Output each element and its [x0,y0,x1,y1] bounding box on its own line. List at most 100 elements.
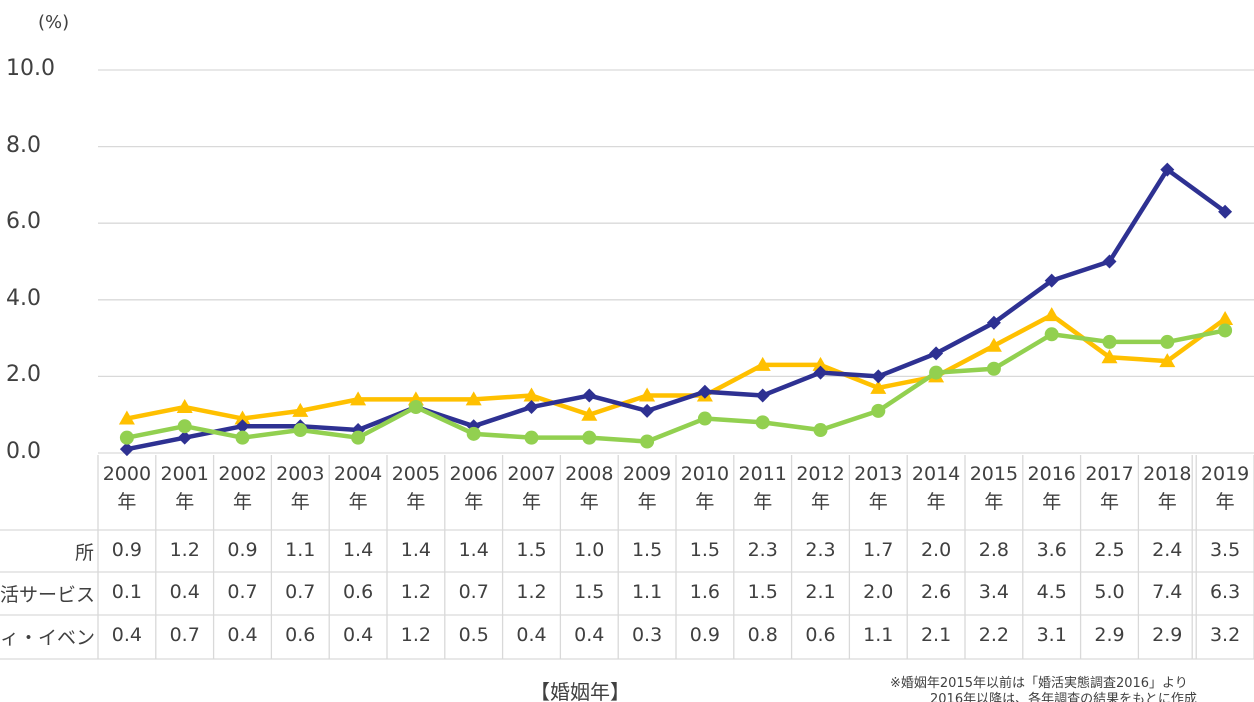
table-value: 0.9 [227,539,258,561]
table-value: 3.5 [1209,539,1241,561]
table-value: 0.9 [111,539,142,561]
table-value: 1.5 [689,539,720,561]
table-value: 2.3 [805,539,836,561]
marker [176,399,193,414]
marker [986,361,1001,376]
table-value: 2.1 [920,624,952,646]
series-line [126,167,1227,452]
x-tick-label: 2000年 [102,463,152,513]
marker [1043,307,1060,322]
table-value: 1.2 [169,539,200,561]
marker [119,430,134,445]
table-value: 0.3 [631,624,663,646]
marker [986,315,1001,330]
marker [235,430,250,445]
note: ※婚姻年2015年以前は「婚活実態調査2016」より [890,676,1188,691]
y-tick-label: 4.0 [6,285,41,311]
x-tick-label: 2016年 [1027,463,1076,513]
marker [1217,310,1234,325]
marker [871,369,886,384]
x-tick-label: 2009年 [622,463,672,513]
table-value: 3.4 [978,581,1009,603]
table-value: 0.6 [342,581,374,603]
x-tick-label: 2005年 [391,463,441,513]
marker [1102,334,1117,349]
table-value: 2.4 [1152,539,1183,561]
marker [1160,334,1175,349]
marker [1101,349,1118,364]
y-tick-label: 2.0 [6,362,41,388]
marker [813,365,828,380]
table-value: 2.0 [920,539,952,561]
y-tick-label: 10.0 [6,56,55,81]
table-value: 3.2 [1209,624,1241,646]
marker [581,406,598,421]
x-tick-label: 2015年 [969,463,1019,513]
marker [697,411,712,426]
x-tick-label: 2013年 [854,463,903,513]
marker [870,379,887,394]
x-tick-label: 2008年 [565,463,614,513]
legend-label: ィ・イベント [0,627,94,649]
table-value: 0.7 [458,581,489,603]
marker [177,430,192,445]
marker [118,410,135,425]
marker [1218,323,1233,338]
table-value: 0.6 [285,624,316,646]
marker [813,423,828,438]
table-value: 0.4 [342,624,374,646]
x-tick-label: 2001年 [160,463,209,513]
table-value: 1.1 [863,624,894,646]
table-value: 0.9 [689,624,720,646]
marker [985,337,1002,352]
table-value: 1.7 [863,539,894,561]
table-value: 1.2 [400,581,431,603]
marker [697,384,712,399]
table-value: 2.0 [863,581,894,603]
table-value: 2.1 [805,581,836,603]
x-tick-label: 2011年 [738,463,787,513]
table-value: 0.7 [169,624,200,646]
table-value: 4.5 [1036,581,1067,603]
marker [639,387,656,402]
x-tick-label: 2012年 [796,463,845,513]
table-value: 1.4 [400,539,431,561]
x-tick-label: 2017年 [1085,463,1134,513]
marker [408,400,423,415]
series-line [126,312,1227,421]
table-value: 3.6 [1036,539,1067,561]
marker [1044,327,1059,342]
table-value: 1.6 [689,581,720,603]
marker [640,403,655,418]
series-line [126,328,1226,444]
table-value: 1.1 [285,539,316,561]
marker [755,415,770,430]
table-value: 2.8 [978,539,1009,561]
table-value: 0.7 [285,581,316,603]
table-value: 0.4 [227,624,258,646]
x-tick-label: 2019年 [1200,463,1250,513]
marker [929,365,944,380]
marker [1159,353,1176,368]
x-tick-label: 2002年 [218,463,267,513]
marker [350,391,367,406]
table-value: 0.7 [227,581,258,603]
table-value: 0.4 [516,624,547,646]
x-tick-label: 2014年 [911,463,961,513]
table-value: 1.5 [516,539,547,561]
legend-label: 所 [74,542,94,564]
marker [351,430,366,445]
marker [929,346,944,361]
x-tick-label: 2018年 [1143,463,1192,513]
table-value: 0.6 [805,624,836,646]
marker [235,419,250,434]
table-value: 1.5 [574,581,605,603]
marker [640,434,655,449]
table-value: 2.9 [1152,624,1183,646]
table-value: 0.5 [458,624,489,646]
marker [466,426,481,441]
marker [524,430,539,445]
table-value: 2.9 [1094,624,1125,646]
